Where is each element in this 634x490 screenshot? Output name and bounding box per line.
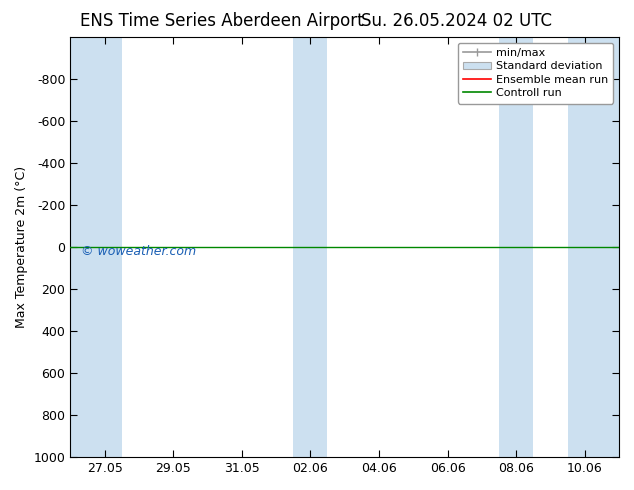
- Text: ENS Time Series Aberdeen Airport: ENS Time Series Aberdeen Airport: [80, 12, 364, 30]
- Bar: [293, 37, 328, 457]
- Legend: min/max, Standard deviation, Ensemble mean run, Controll run: min/max, Standard deviation, Ensemble me…: [458, 43, 614, 104]
- Y-axis label: Max Temperature 2m (°C): Max Temperature 2m (°C): [15, 166, 28, 328]
- Text: © woweather.com: © woweather.com: [81, 245, 197, 258]
- Bar: [567, 37, 619, 457]
- Text: Su. 26.05.2024 02 UTC: Su. 26.05.2024 02 UTC: [361, 12, 552, 30]
- Bar: [499, 37, 533, 457]
- Bar: [70, 37, 122, 457]
